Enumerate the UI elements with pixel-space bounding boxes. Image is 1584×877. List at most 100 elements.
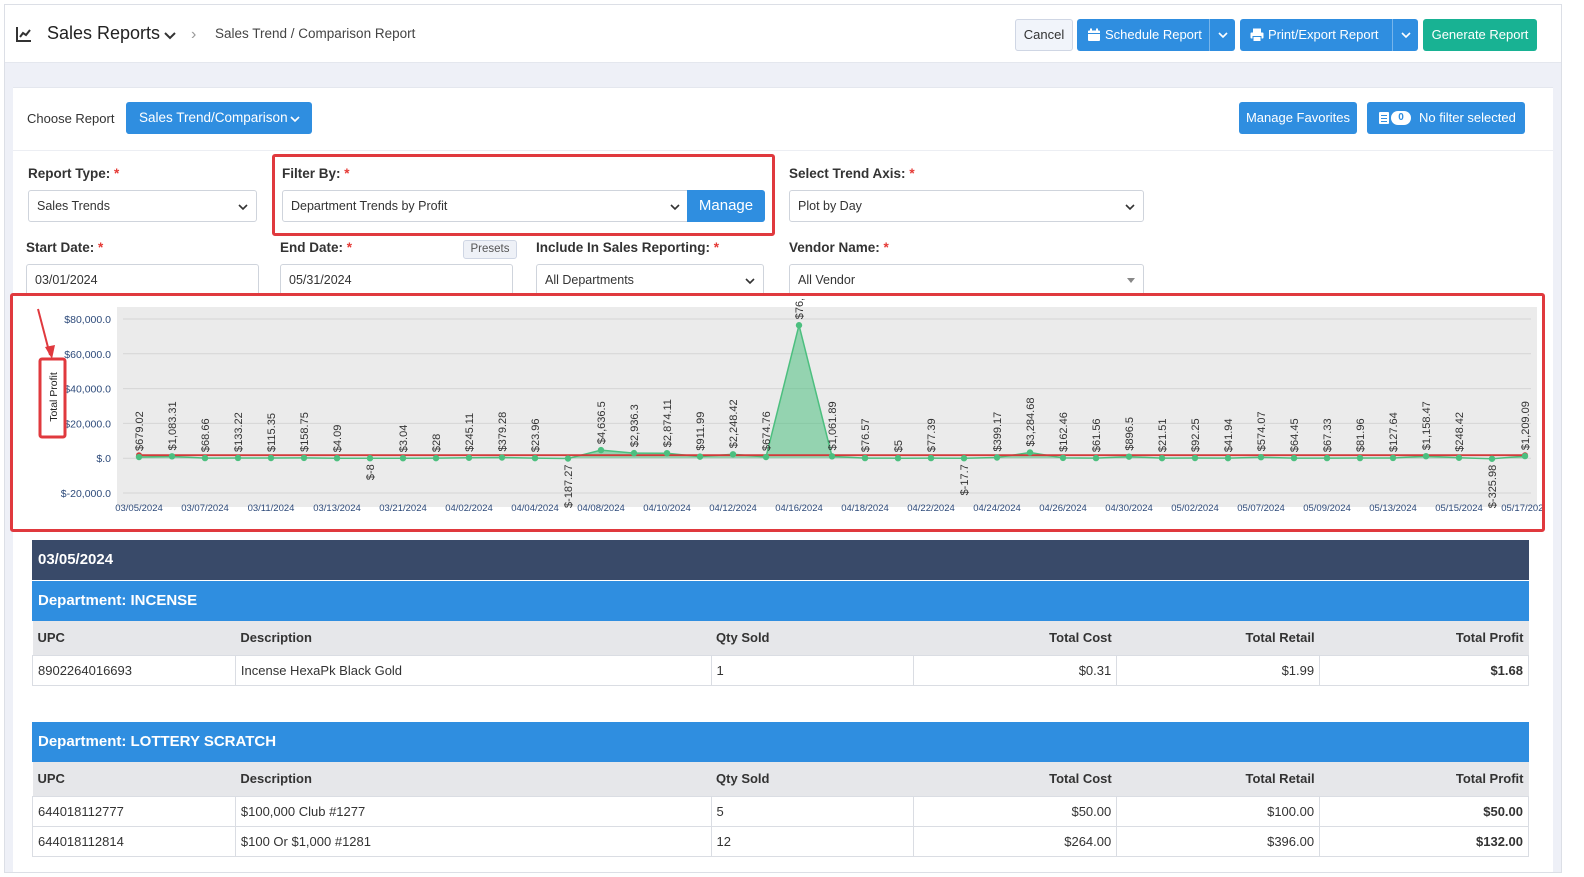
data-point (993, 454, 1001, 461)
start-date-label: Start Date: * (26, 240, 104, 255)
data-point (663, 449, 671, 457)
data-point (234, 454, 242, 462)
data-point (168, 453, 176, 460)
cell-total-retail: $396.00 (1116, 825, 1321, 857)
start-date-input[interactable]: 03/01/2024 (26, 264, 259, 296)
data-label: $61.56 (1091, 418, 1103, 452)
include-label: Include In Sales Reporting: * (536, 240, 720, 255)
cancel-button[interactable]: Cancel (1015, 19, 1073, 51)
cell-qty: 5 (710, 795, 915, 827)
x-tick-label: 05/13/2024 (1369, 503, 1417, 514)
data-point (1191, 454, 1199, 462)
vendor-select[interactable]: All Vendor (789, 264, 1144, 296)
data-point (366, 455, 374, 462)
data-point (1422, 452, 1430, 460)
end-date-label: End Date: * (280, 240, 353, 255)
x-tick-label: 04/26/2024 (1039, 503, 1087, 514)
data-label: $4,636.5 (596, 401, 608, 444)
department-table-lottery: UPC Description Qty Sold Total Cost Tota… (32, 762, 1529, 857)
x-tick-label: 03/13/2024 (313, 503, 361, 514)
data-point (1026, 449, 1034, 456)
cell-total-profit: $132.00 (1319, 825, 1529, 857)
chevron-down-icon (745, 278, 755, 285)
x-tick-label: 03/07/2024 (181, 503, 229, 514)
x-tick-label: 03/05/2024 (115, 503, 163, 514)
data-point (1455, 454, 1463, 461)
data-label: $133.22 (233, 412, 245, 452)
data-point (267, 454, 275, 462)
data-point (762, 453, 770, 461)
data-label: $28 (431, 434, 443, 452)
data-point (1389, 454, 1397, 462)
column-header-description: Description (235, 621, 712, 655)
x-tick-label: 05/07/2024 (1237, 503, 1285, 514)
data-label: $5 (893, 440, 905, 452)
data-point (498, 454, 506, 461)
data-label: $896.5 (1124, 417, 1136, 451)
data-point (729, 451, 737, 458)
data-label: $64.45 (1289, 418, 1301, 452)
x-tick-label: 04/08/2024 (577, 503, 625, 514)
filter-by-select[interactable]: Department Trends by Profit (282, 190, 689, 222)
x-tick-label: 03/21/2024 (379, 503, 427, 514)
data-label: $574.07 (1256, 411, 1268, 451)
chevron-down-icon (1401, 32, 1411, 39)
print-export-button[interactable]: Print/Export Report (1240, 19, 1418, 51)
plot-background (117, 307, 1537, 507)
choose-report-dropdown[interactable]: Sales Trend/Comparison (126, 102, 312, 134)
data-point (894, 454, 902, 462)
generate-report-button[interactable]: Generate Report (1423, 19, 1537, 51)
data-point (1125, 453, 1133, 460)
schedule-report-button[interactable]: Schedule Report (1077, 19, 1235, 51)
column-header-qty: Qty Sold (711, 621, 914, 655)
data-point (1356, 454, 1364, 462)
data-point (1059, 454, 1067, 462)
data-point (333, 454, 341, 462)
data-point (432, 454, 440, 462)
data-label: $92.25 (1190, 418, 1202, 452)
data-label: $1,083.31 (167, 401, 179, 450)
x-tick-label: 05/09/2024 (1303, 503, 1351, 514)
data-label: $-325.98 (1487, 465, 1499, 508)
trend-axis-select[interactable]: Plot by Day (789, 190, 1144, 222)
data-point (1158, 454, 1166, 462)
highlight-box-chart (10, 293, 1545, 532)
report-type-select[interactable]: Sales Trends (28, 190, 257, 222)
data-point (399, 454, 407, 462)
data-label: $162.46 (1058, 412, 1070, 452)
print-dropdown-toggle[interactable] (1392, 19, 1418, 51)
x-tick-label: 04/18/2024 (841, 503, 889, 514)
manage-favorites-button[interactable]: Manage Favorites (1239, 102, 1357, 134)
table-row: 644018112777 $100,000 Club #1277 5 $50.0… (32, 795, 1529, 827)
table-header-row: UPC Description Qty Sold Total Cost Tota… (32, 621, 1529, 655)
column-header-total-retail: Total Retail (1116, 762, 1320, 796)
manage-button[interactable]: Manage (687, 190, 765, 222)
calendar-icon (1088, 28, 1100, 41)
data-point (927, 454, 935, 462)
department-table-incense: UPC Description Qty Sold Total Cost Tota… (32, 621, 1529, 686)
department-heading: Department: INCENSE (32, 581, 1529, 621)
divider (13, 150, 1553, 151)
data-label: $1,061.89 (827, 401, 839, 450)
chevron-down-icon (1218, 32, 1228, 39)
x-tick-label: 05/15/2024 (1435, 503, 1483, 514)
presets-button[interactable]: Presets (463, 240, 517, 259)
data-point (465, 454, 473, 461)
end-date-input[interactable]: 05/31/2024 (280, 264, 513, 296)
x-tick-label: 04/24/2024 (973, 503, 1021, 514)
data-point (597, 446, 605, 454)
report-card: Choose Report Sales Trend/Comparison Man… (10, 87, 1553, 872)
highlight-box-filter (272, 154, 775, 236)
data-label: $68.66 (200, 418, 212, 452)
chevron-down-icon[interactable] (163, 28, 177, 42)
data-label: $158.75 (299, 412, 311, 452)
schedule-dropdown-toggle[interactable] (1209, 19, 1235, 51)
filter-status-button[interactable]: 0 No filter selected (1367, 102, 1525, 134)
data-label: $245.11 (464, 413, 476, 452)
column-header-total-profit: Total Profit (1319, 621, 1529, 655)
cell-qty: 1 (710, 654, 915, 686)
x-tick-label: 04/30/2024 (1105, 503, 1153, 514)
table-row: 644018112814 $100 Or $1,000 #1281 12 $26… (32, 825, 1529, 857)
page-title: Sales Reports (47, 23, 161, 43)
include-select[interactable]: All Departments (536, 264, 764, 296)
